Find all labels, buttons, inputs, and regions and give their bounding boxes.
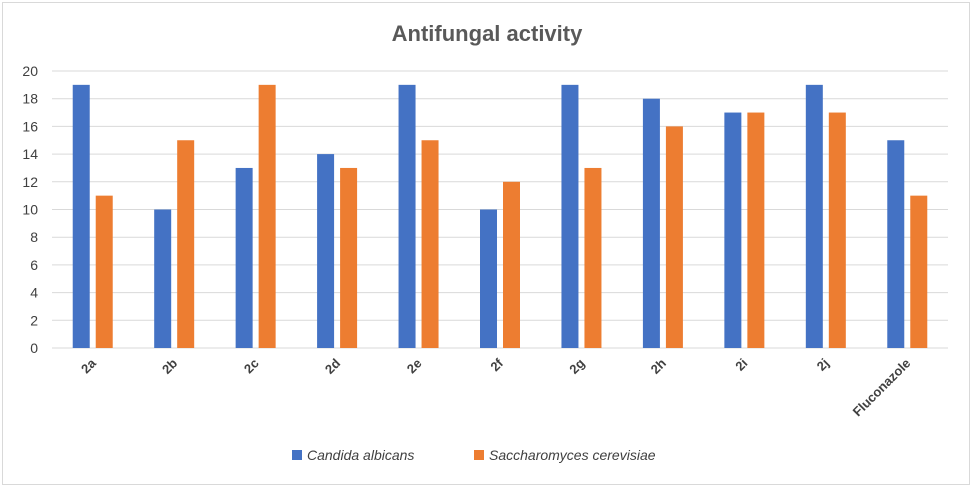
bar — [480, 209, 497, 348]
x-tick-label: 2d — [322, 355, 343, 376]
bar — [154, 209, 172, 348]
x-tick-label: 2b — [159, 355, 180, 376]
bar — [910, 195, 928, 348]
x-tick-label: 2a — [78, 355, 99, 376]
legend-swatch — [292, 450, 302, 460]
bar — [584, 167, 602, 348]
legend-label: Saccharomyces cerevisiae — [489, 447, 656, 463]
x-tick-label: 2e — [404, 356, 425, 377]
y-tick-label: 4 — [30, 285, 38, 301]
y-tick-label: 20 — [22, 63, 38, 79]
bar — [887, 140, 905, 348]
bar — [340, 167, 358, 348]
bars — [72, 84, 928, 349]
x-tick-label: 2f — [487, 355, 506, 374]
bar — [642, 98, 660, 348]
bar — [421, 140, 439, 348]
bar — [805, 84, 823, 348]
bar — [398, 84, 416, 348]
y-axis-ticks: 0 2 4 6 8 10 12 14 16 18 20 — [22, 63, 38, 356]
chart-title: Antifungal activity — [392, 21, 583, 46]
y-tick-label: 16 — [22, 118, 38, 134]
bar — [258, 84, 276, 348]
x-tick-label: Fluconazole — [850, 356, 914, 420]
bar — [665, 126, 683, 349]
y-tick-label: 8 — [30, 229, 38, 245]
y-tick-label: 18 — [22, 91, 38, 107]
y-tick-label: 2 — [30, 312, 38, 328]
legend-label: Candida albicans — [307, 447, 414, 463]
bar — [724, 112, 742, 348]
x-tick-label: 2j — [814, 356, 832, 374]
y-tick-label: 12 — [22, 174, 38, 190]
y-tick-label: 14 — [22, 146, 38, 162]
bar — [72, 84, 90, 348]
legend: Candida albicans Saccharomyces cerevisiae — [292, 447, 656, 463]
bar — [503, 181, 520, 348]
x-tick-label: 2h — [648, 355, 669, 376]
bar — [177, 140, 195, 348]
x-tick-label: 2g — [566, 355, 587, 376]
bar — [828, 112, 846, 348]
y-tick-label: 10 — [22, 202, 38, 218]
legend-swatch — [474, 450, 484, 460]
bar — [95, 195, 113, 348]
y-tick-label: 6 — [30, 257, 38, 273]
x-tick-label: 2c — [241, 356, 262, 377]
bar — [317, 154, 335, 348]
grid-layer — [52, 70, 948, 349]
bar — [747, 112, 765, 348]
x-tick-label: 2i — [732, 356, 750, 374]
bar — [561, 84, 579, 348]
x-axis-ticks: 2a 2b 2c 2d 2e 2f 2g 2h 2i 2j Fluconazole — [78, 355, 913, 419]
y-tick-label: 0 — [30, 340, 38, 356]
bar — [235, 167, 253, 348]
